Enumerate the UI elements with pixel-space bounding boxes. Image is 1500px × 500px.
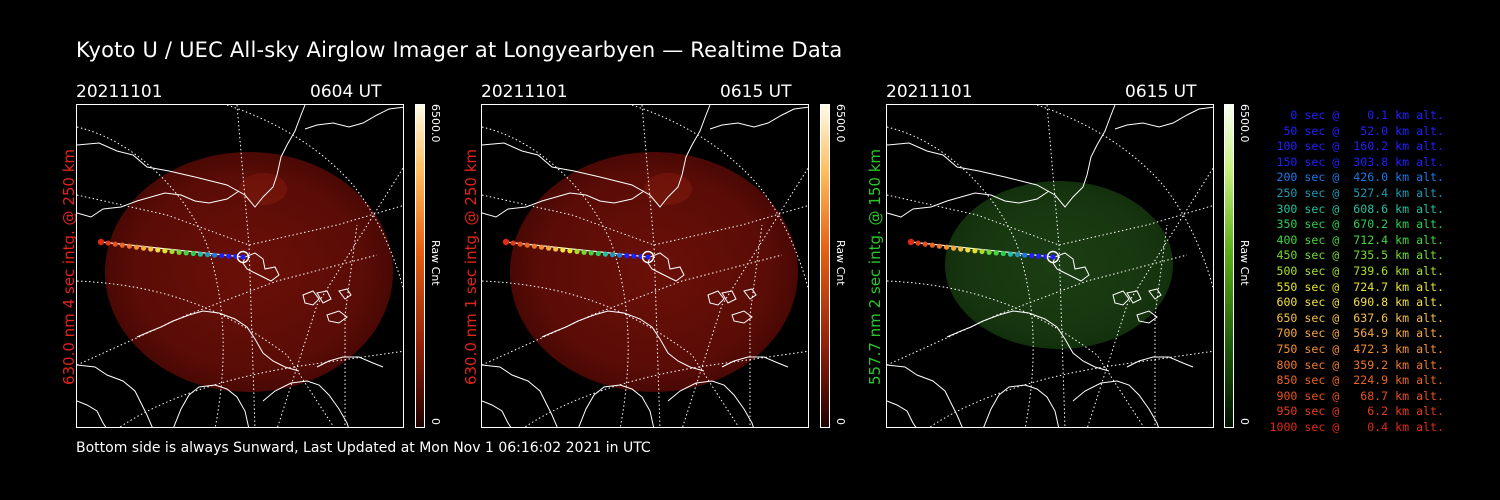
legend-row: 350 sec @ 670.2 km alt. (1269, 217, 1444, 232)
panel-1-date: 20211101 (76, 82, 163, 102)
legend-row: 800 sec @ 359.2 km alt. (1269, 357, 1444, 372)
panel-2-colorbar-min: 0 (834, 418, 847, 425)
legend-row: 600 sec @ 690.8 km alt. (1269, 295, 1444, 310)
panel-2-time: 0615 UT (720, 82, 792, 102)
legend-row: 750 sec @ 472.3 km alt. (1269, 341, 1444, 356)
legend-row: 450 sec @ 735.5 km alt. (1269, 248, 1444, 263)
panel-1-colorbar-unit: Raw Cnt (429, 240, 442, 286)
panel-3-colorbar (1224, 104, 1234, 428)
legend-row: 250 sec @ 527.4 km alt. (1269, 185, 1444, 200)
panel-1-colorbar-max: 6500.0 (429, 104, 442, 143)
panel-2-colorbar-unit: Raw Cnt (834, 240, 847, 286)
trajectory-legend: 0 sec @ 0.1 km alt. 50 sec @ 52.0 km alt… (1252, 108, 1444, 435)
panel-1-colorbar (415, 104, 425, 428)
footer-status: Bottom side is always Sunward, Last Upda… (76, 440, 651, 456)
panel-1-time: 0604 UT (310, 82, 382, 102)
legend-row: 900 sec @ 68.7 km alt. (1269, 388, 1444, 403)
panel-1-colorbar-min: 0 (429, 418, 442, 425)
legend-row: 500 sec @ 739.6 km alt. (1269, 263, 1444, 278)
panel-2-date: 20211101 (481, 82, 568, 102)
panel-2-colorbar (820, 104, 830, 428)
legend-row: 150 sec @ 303.8 km alt. (1269, 154, 1444, 169)
legend-row: 650 sec @ 637.6 km alt. (1269, 310, 1444, 325)
legend-row: 700 sec @ 564.9 km alt. (1269, 326, 1444, 341)
panel-3-colorbar-max: 6500.0 (1238, 104, 1251, 143)
legend-row: 100 sec @ 160.2 km alt. (1269, 139, 1444, 154)
page-title: Kyoto U / UEC All-sky Airglow Imager at … (76, 38, 843, 62)
legend-row: 200 sec @ 426.0 km alt. (1269, 170, 1444, 185)
panel-3-time: 0615 UT (1125, 82, 1197, 102)
legend-row: 850 sec @ 224.9 km alt. (1269, 373, 1444, 388)
panel-3-ylabel: 557.7 nm 2 sec intg. @ 150 km (866, 148, 884, 386)
legend-row: 0 sec @ 0.1 km alt. (1269, 108, 1444, 122)
legend-row: 1000 sec @ 0.4 km alt. (1269, 419, 1444, 434)
panel-2-allsky-image (481, 104, 809, 428)
panel-3-colorbar-unit: Raw Cnt (1238, 240, 1251, 286)
panel-2-colorbar-max: 6500.0 (834, 104, 847, 143)
panel-2-ylabel: 630.0 nm 1 sec intg. @ 250 km (462, 148, 480, 386)
panel-1-allsky-image (76, 104, 404, 428)
legend-row: 50 sec @ 52.0 km alt. (1269, 123, 1444, 138)
panel-3-allsky-image (886, 104, 1214, 428)
panel-3-colorbar-min: 0 (1238, 418, 1251, 425)
legend-row: 400 sec @ 712.4 km alt. (1269, 232, 1444, 247)
panel-3-date: 20211101 (886, 82, 973, 102)
legend-row: 950 sec @ 6.2 km alt. (1269, 404, 1444, 419)
legend-row: 550 sec @ 724.7 km alt. (1269, 279, 1444, 294)
legend-row: 300 sec @ 608.6 km alt. (1269, 201, 1444, 216)
